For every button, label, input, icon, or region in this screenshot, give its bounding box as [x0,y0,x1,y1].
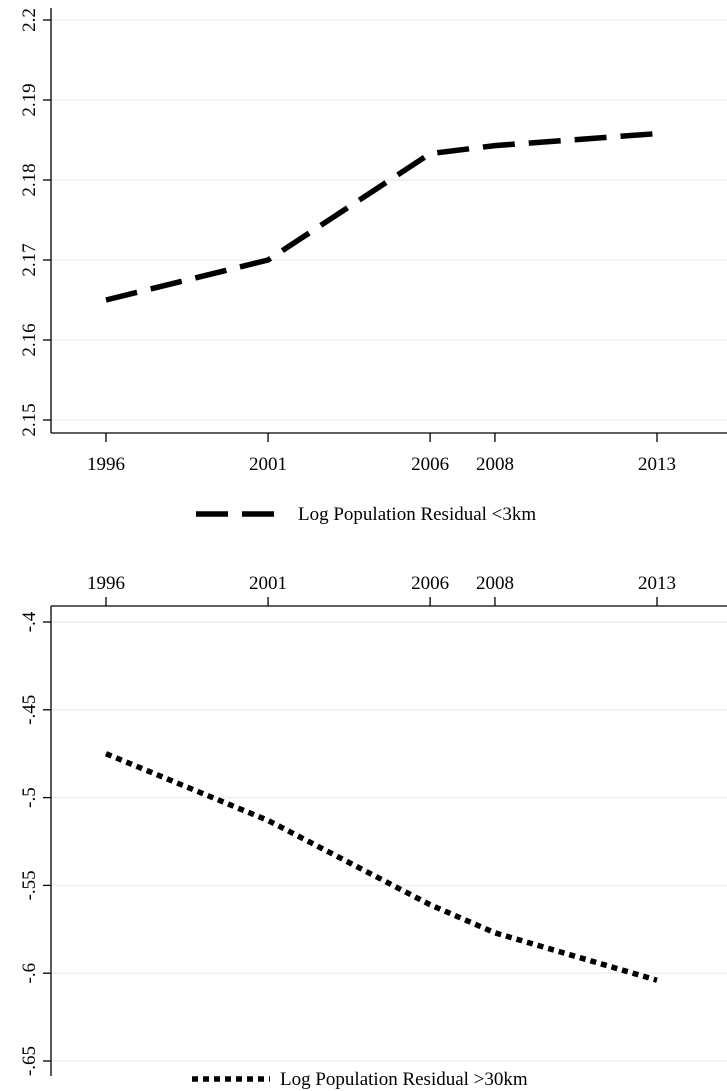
x-tick-label: 2013 [638,454,676,475]
x-tick-label: 2006 [411,573,449,594]
y-tick-label: 2.2 [19,8,40,32]
series-line-0 [104,751,658,983]
bottom-panel: -.65 -.6 -.55 -.5 -.45 -.4 1996 2001 2006 2008 201… [19,573,727,1090]
legend-label: Log Population Residual <3km [298,504,536,525]
y-tick-label: -.6 [19,963,40,984]
y-tick-label: -.65 [19,1046,40,1076]
y-tick-label: 2.18 [19,163,40,196]
x-tick-label: 2006 [411,454,449,475]
x-tick-label: 1996 [87,454,125,475]
y-tick-label: -.4 [19,611,40,632]
x-tick-label: 2008 [476,573,514,594]
y-tick-label: -.45 [19,695,40,725]
x-tick-label: 2008 [476,454,514,475]
x-tick-label: 2001 [249,573,287,594]
y-tick-label: 2.15 [19,403,40,436]
y-tick-label: -.55 [19,870,40,900]
legend-label: Log Population Residual >30km [280,1069,528,1090]
x-tick-label: 2001 [249,454,287,475]
x-tick-label: 2013 [638,573,676,594]
y-tick-label: 2.19 [19,83,40,116]
y-tick-label: 2.17 [19,243,40,276]
series-line-0 [105,130,658,303]
top-panel: 2.15 2.16 2.17 2.18 2.19 2.2 1996 2001 2006 2008 2… [19,8,727,525]
y-tick-label: -.5 [19,787,40,808]
x-tick-label: 1996 [87,573,125,594]
y-tick-label: 2.16 [19,323,40,356]
